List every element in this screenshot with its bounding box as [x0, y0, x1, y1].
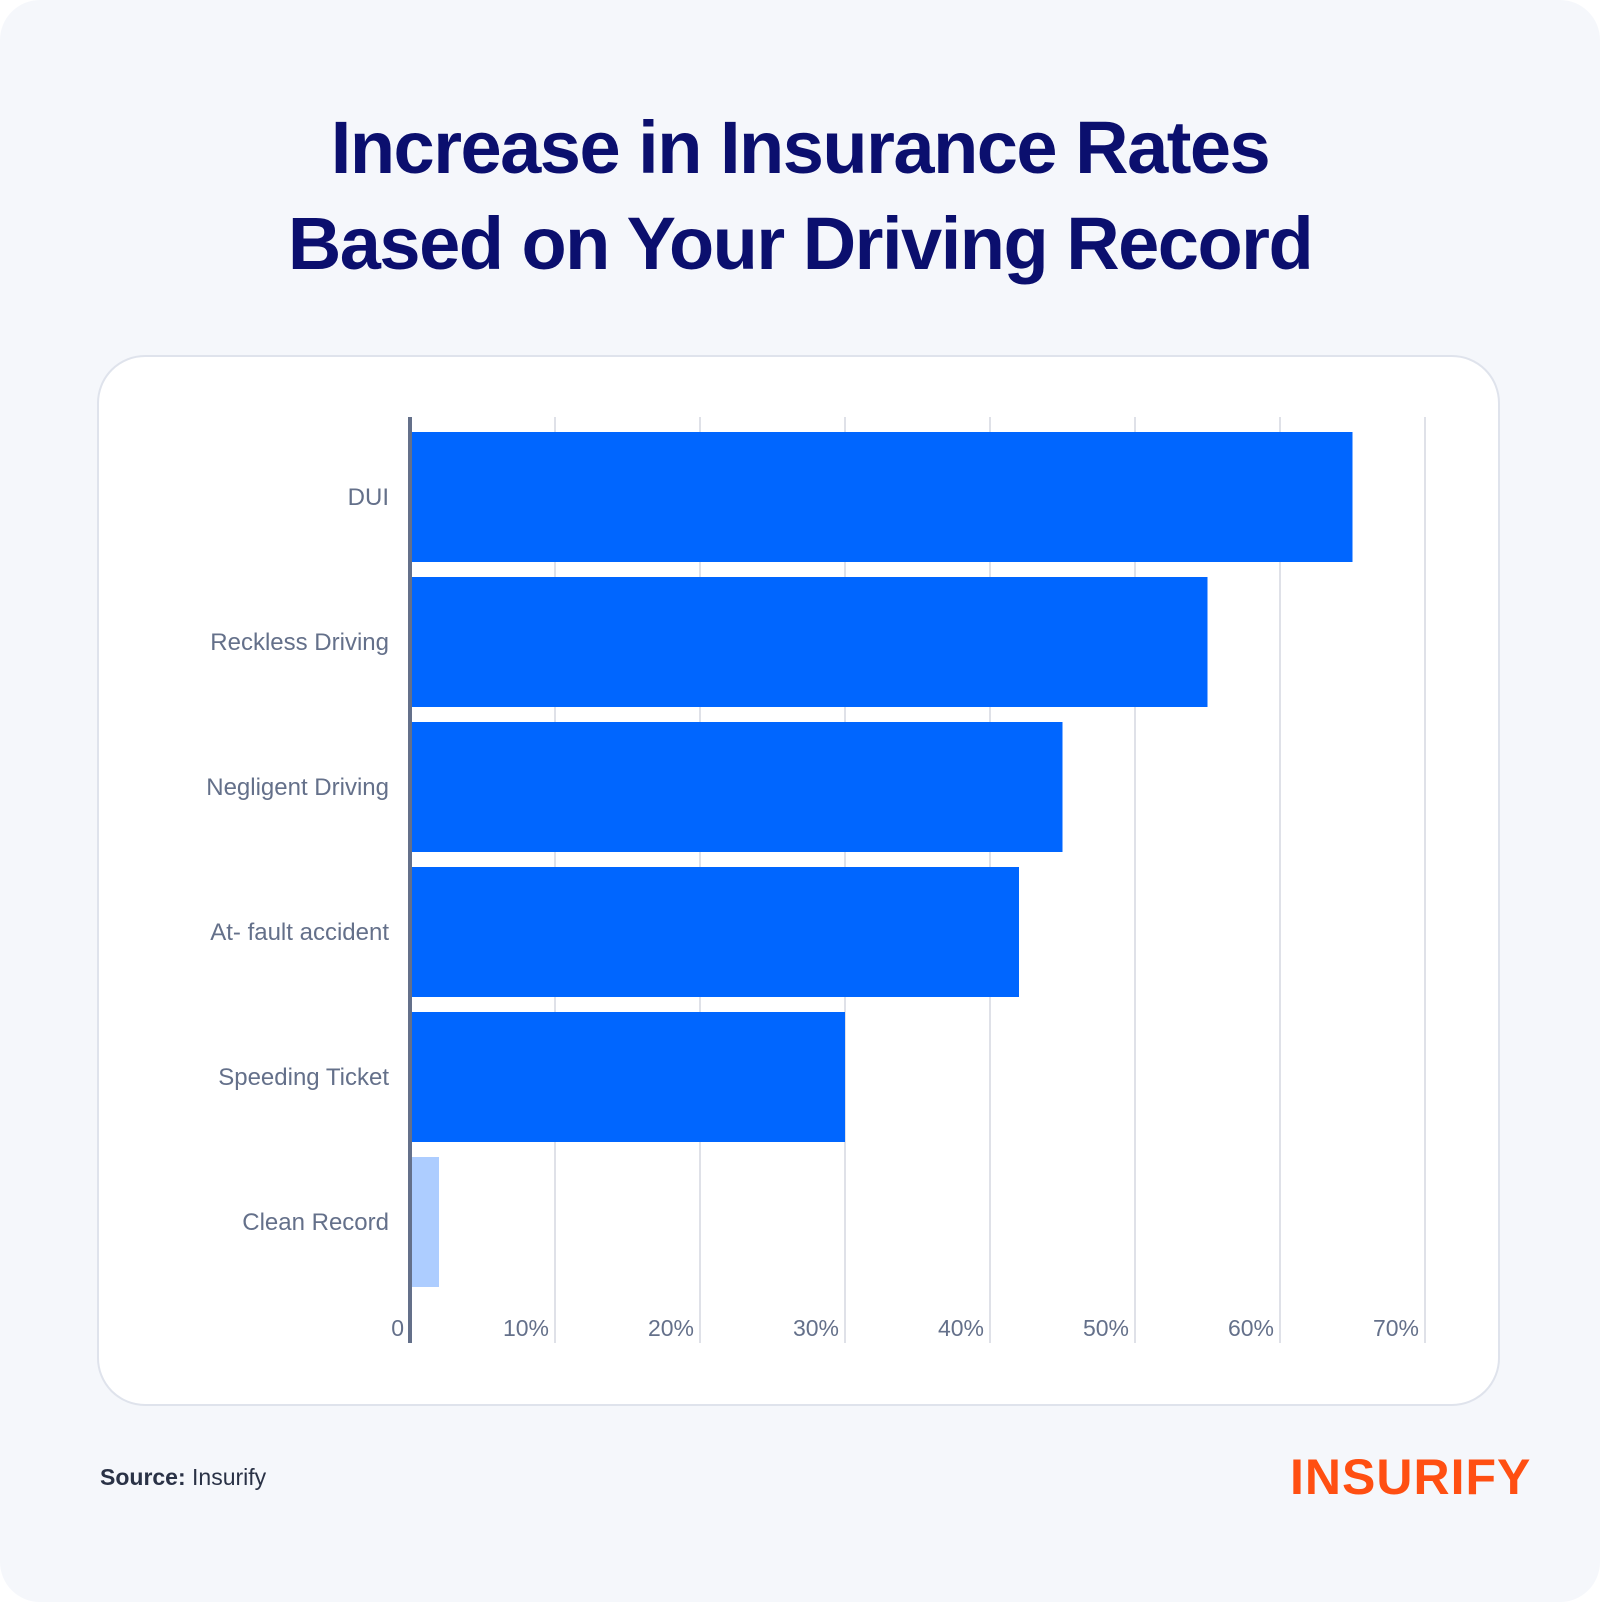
bar: [410, 722, 1063, 852]
x-tick-label: 70%: [1373, 1315, 1419, 1341]
bar: [410, 1157, 439, 1287]
x-tick-label: 40%: [938, 1315, 984, 1341]
x-tick-label: 20%: [648, 1315, 694, 1341]
bar: [410, 1012, 845, 1142]
insurify-logo: INSURIFY: [1290, 1449, 1532, 1505]
bar: [410, 867, 1019, 997]
title-line-2: Based on Your Driving Record: [287, 202, 1314, 285]
source-note: Source: Insurify: [100, 1464, 266, 1491]
x-tick-label: 0: [391, 1315, 404, 1341]
title-line-1: Increase in Insurance Rates: [330, 106, 1271, 189]
chart-title: Increase in Insurance Rates Based on You…: [0, 100, 1600, 292]
x-tick-label: 10%: [503, 1315, 549, 1341]
bar: [410, 577, 1208, 707]
source-label: Source:: [100, 1464, 186, 1490]
y-category-label: Speeding Ticket: [218, 1064, 389, 1091]
bar: [410, 432, 1353, 562]
source-value: Insurify: [192, 1464, 267, 1490]
y-category-label: At- fault accident: [210, 919, 389, 946]
x-tick-label: 60%: [1228, 1315, 1274, 1341]
y-category-label: Negligent Driving: [206, 774, 389, 801]
y-category-label: DUI: [348, 484, 389, 511]
x-tick-label: 50%: [1083, 1315, 1129, 1341]
y-category-label: Reckless Driving: [210, 629, 389, 656]
y-category-label: Clean Record: [242, 1209, 389, 1236]
x-tick-label: 30%: [793, 1315, 839, 1341]
